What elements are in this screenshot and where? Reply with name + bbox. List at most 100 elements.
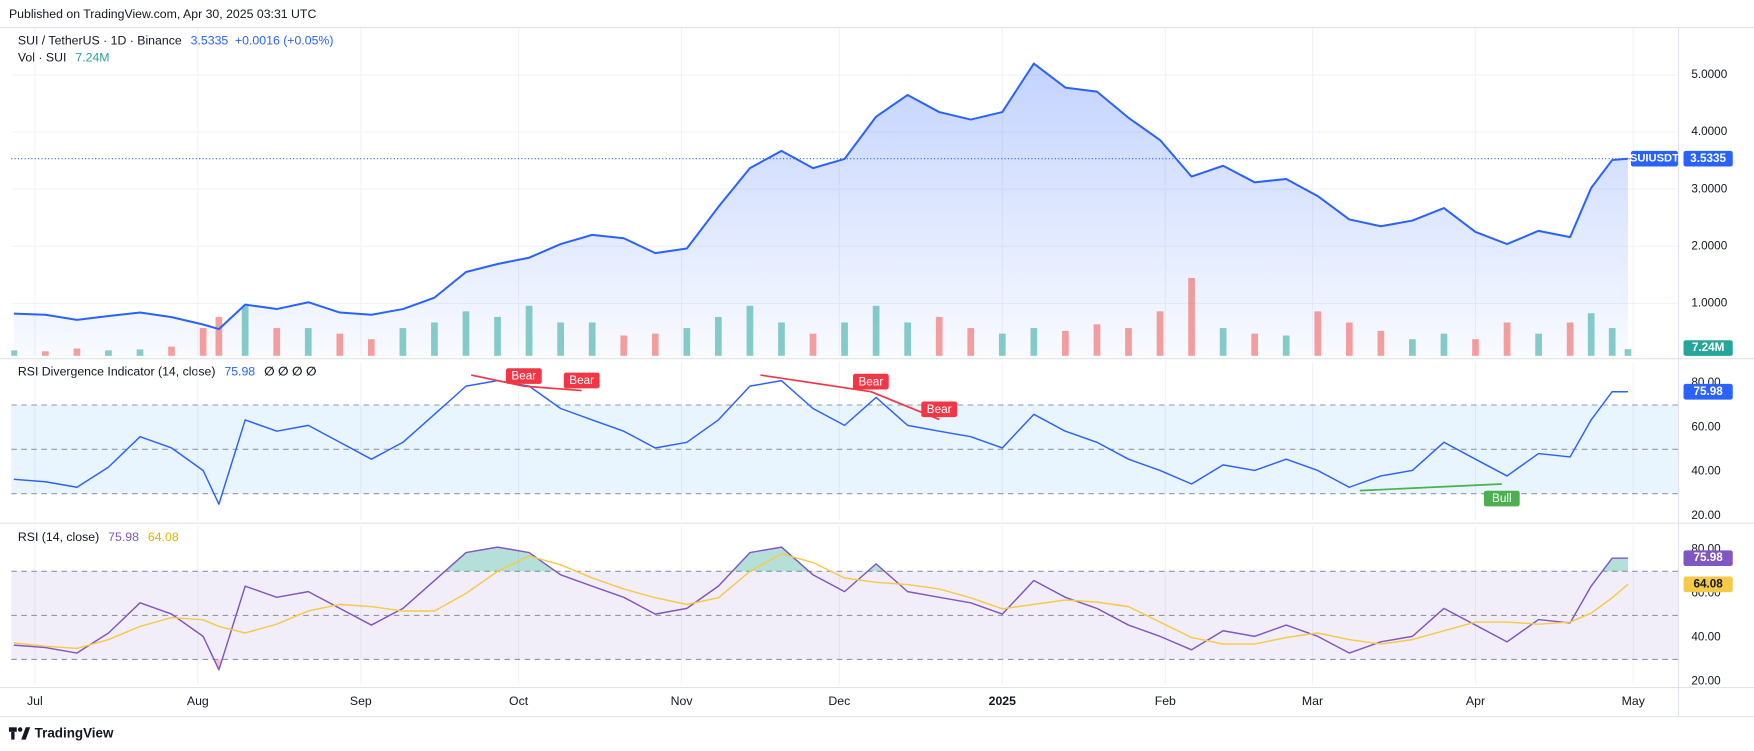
divergence-label-bg: [1483, 490, 1520, 507]
last-value-badge: 3.5335: [1690, 152, 1726, 165]
legend-title: Vol · SUI: [18, 51, 67, 65]
volume-bar: [199, 328, 207, 356]
volume-bar: [136, 349, 144, 356]
legend-ma: 64.08: [148, 531, 179, 545]
y-tick-label: 20.00: [1691, 675, 1721, 688]
volume-bar: [1156, 311, 1164, 356]
volume-bar: [1472, 339, 1479, 356]
y-tick-label: 5.0000: [1691, 68, 1727, 81]
volume-bar: [1566, 322, 1574, 356]
volume-bar: [273, 328, 281, 356]
divergence-line: [1359, 483, 1502, 492]
volume-bar: [1188, 277, 1195, 356]
legend-title: SUI / TetherUS · 1D · Binance: [18, 34, 182, 48]
volume-bar: [967, 328, 975, 356]
volume-badge: 7.24M: [1692, 341, 1725, 354]
series-line: [13, 62, 1629, 331]
band: [11, 404, 1678, 494]
legend-price: 3.5335: [191, 34, 229, 48]
band: [11, 571, 1678, 660]
pane: [11, 525, 1678, 685]
x-tick-label: Mar: [1302, 694, 1323, 708]
volume-bar: [715, 316, 722, 356]
x-tick-label: Oct: [509, 694, 529, 708]
volume-bar: [1409, 339, 1416, 356]
volume-bar: [1030, 328, 1038, 356]
symbol-badge: SUIUSDT: [1630, 153, 1679, 165]
volume-bar: [998, 333, 1006, 356]
y-tick-label: 40.00: [1691, 465, 1721, 478]
divergence-label: Bear: [858, 375, 883, 388]
last-value-badge-bg: [1683, 550, 1733, 566]
divergence-label: Bear: [569, 374, 594, 387]
volume-bar: [588, 322, 596, 356]
volume-bar: [1125, 328, 1132, 356]
divergence-label: Bull: [1492, 492, 1512, 505]
volume-bar: [557, 322, 564, 356]
symbol-badge-bg: [1630, 150, 1678, 167]
footer-brand: TradingView: [35, 726, 114, 741]
x-tick-label: Sep: [350, 694, 372, 708]
divergence-label-bg: [852, 373, 889, 390]
volume-bar: [1345, 322, 1353, 356]
divergence-line: [523, 385, 582, 392]
divergence-label: Bear: [927, 403, 952, 416]
volume-bar: [1535, 333, 1542, 356]
last-value-badge: 75.98: [1693, 551, 1723, 564]
volume-bar: [872, 305, 880, 356]
divergence-label-bg: [921, 401, 958, 418]
y-tick-label: 1.0000: [1691, 296, 1727, 309]
legend-title: RSI (14, close): [18, 531, 99, 545]
legend-title: RSI Divergence Indicator (14, close): [18, 365, 216, 379]
volume-bar: [841, 322, 848, 356]
volume-bar: [1608, 328, 1616, 356]
y-tick-label: 4.0000: [1691, 125, 1727, 138]
volume-bar: [73, 348, 81, 356]
x-tick-label: Nov: [671, 694, 694, 708]
series-line: [13, 552, 1629, 650]
volume-bar: [336, 333, 344, 356]
pane: [11, 28, 1678, 356]
volume-legend: Vol · SUI 7.24M: [18, 51, 110, 65]
volume-bar: [1624, 349, 1632, 356]
legend-value: 75.98: [108, 531, 139, 545]
x-tick-label: Feb: [1155, 694, 1176, 708]
volume-bar: [1314, 311, 1322, 356]
price-legend: SUI / TetherUS · 1D · Binance 3.5335 +0.00…: [18, 34, 334, 48]
published-note: Published on TradingView.com, Apr 30, 20…: [9, 7, 317, 21]
volume-bar: [651, 333, 659, 356]
volume-bar: [462, 311, 470, 356]
x-tick-label: Dec: [828, 694, 850, 708]
volume-bar: [683, 328, 691, 356]
volume-bar: [367, 339, 375, 356]
volume-bar: [1377, 330, 1385, 356]
series-line: [13, 546, 1628, 671]
volume-bar: [399, 328, 407, 356]
y-tick-label: 40.00: [1691, 631, 1721, 644]
divergence-label-bg: [563, 372, 600, 389]
volume-bar: [42, 351, 49, 356]
divergence-label: Bear: [511, 370, 536, 383]
volume-bar: [525, 305, 533, 356]
legend-status: ∅ ∅ ∅ ∅: [264, 365, 316, 379]
volume-bar: [241, 305, 249, 356]
footer-logo: [8, 727, 31, 740]
volume-bar: [1503, 322, 1511, 356]
x-tick-label: 2025: [989, 694, 1017, 708]
volume-bar: [935, 316, 943, 356]
pane: [11, 361, 1678, 521]
legend-change: +0.0016 (+0.05%): [235, 34, 333, 48]
legend-volume: 7.24M: [75, 51, 109, 65]
x-tick-label: Aug: [187, 694, 209, 708]
volume-bar: [494, 316, 501, 356]
volume-bar: [1062, 330, 1069, 356]
legend-value: 75.98: [224, 365, 255, 379]
volume-bar: [304, 328, 312, 356]
x-tick-label: Apr: [1466, 694, 1485, 708]
divergence-line: [471, 374, 525, 387]
volume-bar: [1282, 335, 1290, 356]
volume-bar: [620, 335, 628, 356]
y-tick-label: 20.00: [1691, 509, 1721, 522]
last-value-badge-bg: [1683, 150, 1733, 167]
